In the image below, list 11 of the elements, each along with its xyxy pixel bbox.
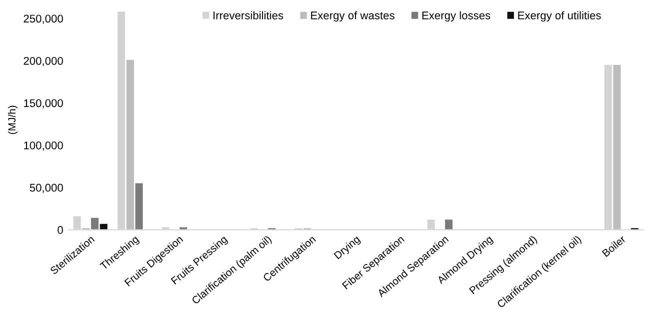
legend-label: Exergy losses [422, 11, 490, 22]
legend-label: Irreversibilities [214, 11, 284, 20]
y-tick-label: 250,000 [24, 14, 63, 24]
y-tick-label: 0 [58, 226, 63, 234]
y-tick-label: 150,000 [24, 99, 63, 108]
y-tick-label: 100,000 [24, 142, 63, 151]
y-tick-label: 200,000 [24, 56, 63, 66]
y-tick-label: 50,000 [30, 184, 63, 193]
legend-label: Exergy of utilities [518, 11, 601, 22]
legend-label: Exergy of wastes [311, 11, 394, 22]
y-axis-title: (MJ/h) [8, 106, 18, 134]
